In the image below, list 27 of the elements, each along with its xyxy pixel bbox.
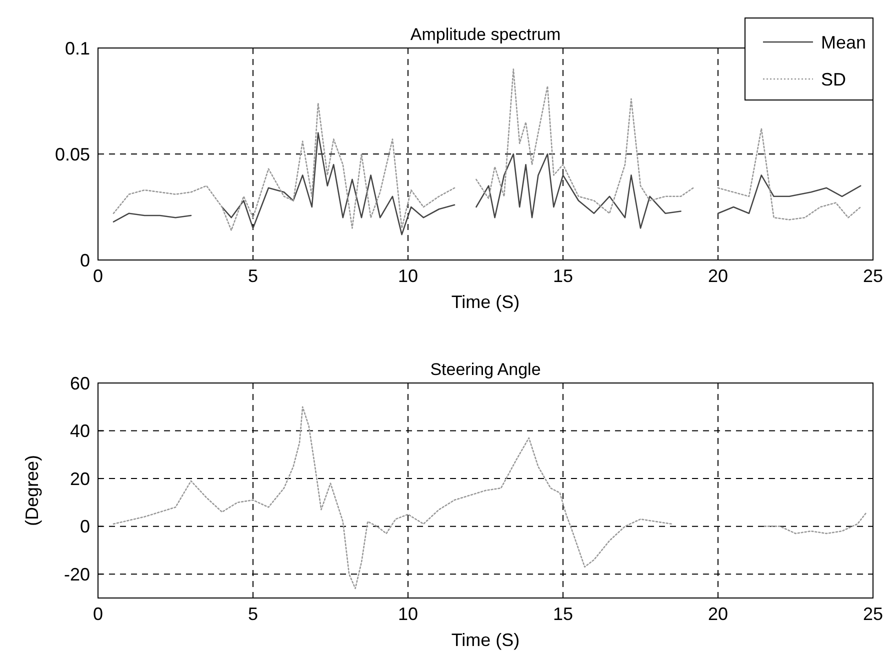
y-tick-label: 40 <box>70 421 90 442</box>
x-axis-title: Time (S) <box>451 630 520 650</box>
x-axis-title: Time (S) <box>451 292 520 312</box>
x-tick-label: 10 <box>398 604 418 624</box>
x-tick-label: 20 <box>708 266 728 286</box>
y-tick-label: -20 <box>64 564 90 584</box>
chart-title: Steering Angle <box>430 360 541 379</box>
x-tick-label: 5 <box>248 604 258 624</box>
x-tick-label: 15 <box>552 266 574 286</box>
y-axis-title: (Degree) <box>22 454 42 526</box>
y-tick-label: 0 <box>80 250 90 270</box>
x-tick-label: 5 <box>248 266 258 286</box>
legend-label: SD <box>821 69 846 90</box>
x-tick-label: 15 <box>552 604 574 624</box>
legend-label: Mean <box>821 32 866 52</box>
y-tick-label: 0 <box>80 516 90 537</box>
y-tick-label: 60 <box>70 373 90 394</box>
x-tick-label: 0 <box>92 266 104 286</box>
y-tick-label: 0.05 <box>54 144 90 164</box>
x-tick-label: 20 <box>708 604 728 624</box>
x-tick-label: 25 <box>862 266 884 286</box>
y-tick-label: 20 <box>70 468 90 489</box>
chart-title: Amplitude spectrum <box>410 25 561 44</box>
y-tick-label: 0.1 <box>64 38 90 58</box>
x-tick-label: 0 <box>92 604 104 624</box>
x-tick-label: 10 <box>398 266 418 286</box>
x-tick-label: 25 <box>862 604 884 624</box>
